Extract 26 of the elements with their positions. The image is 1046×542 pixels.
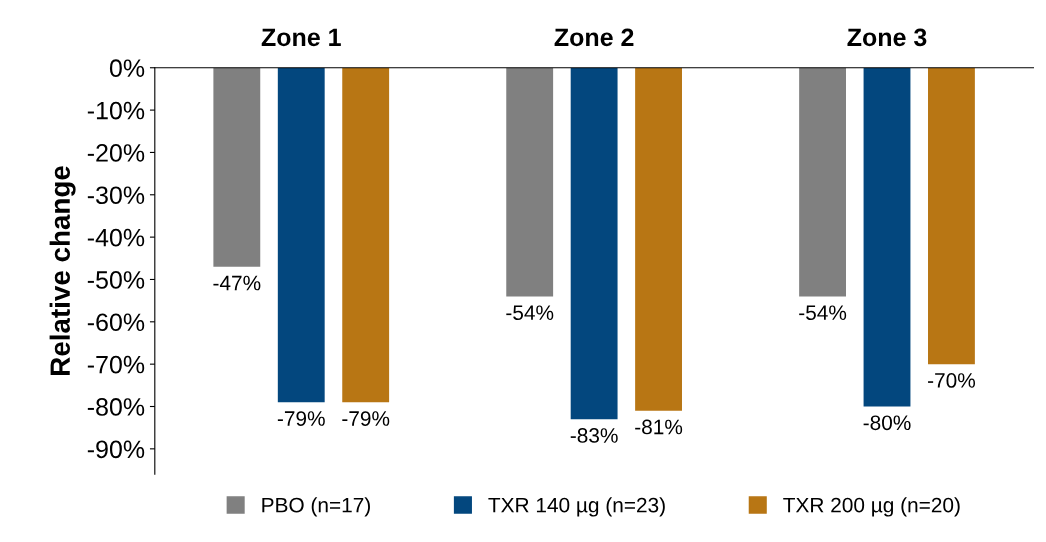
data-label: -80% <box>863 415 911 431</box>
legend-label: TXR 200 µg (n=20) <box>783 497 960 517</box>
y-tick-label: -60% <box>87 313 145 332</box>
y-tick-label: -40% <box>87 228 145 247</box>
legend-label: TXR 140 µg (n=23) <box>488 497 665 517</box>
y-tick-label: 0% <box>109 59 145 78</box>
y-tick-label: -50% <box>87 271 145 289</box>
y-tick-label: -10% <box>87 101 145 120</box>
y-tick-label: -30% <box>87 186 145 205</box>
legend-label: PBO (n=17) <box>262 497 370 517</box>
data-label: -79% <box>277 411 325 426</box>
data-label: -47% <box>213 275 261 291</box>
y-tick-label: -80% <box>87 398 145 416</box>
data-label: -83% <box>570 428 618 443</box>
x-tick-label: Zone 3 <box>847 28 927 47</box>
y-tick-label: -20% <box>87 144 145 162</box>
data-label: -70% <box>928 373 976 388</box>
y-axis-title: Relative change <box>49 166 76 375</box>
y-tick-label: -90% <box>87 440 145 459</box>
x-tick-label: Zone 1 <box>261 28 341 47</box>
data-label: -54% <box>506 305 554 321</box>
data-label: -81% <box>635 419 683 435</box>
y-tick-label: -70% <box>87 355 145 374</box>
x-tick-label: Zone 2 <box>554 28 634 47</box>
data-label: -79% <box>342 411 390 426</box>
data-label: -54% <box>799 305 847 321</box>
